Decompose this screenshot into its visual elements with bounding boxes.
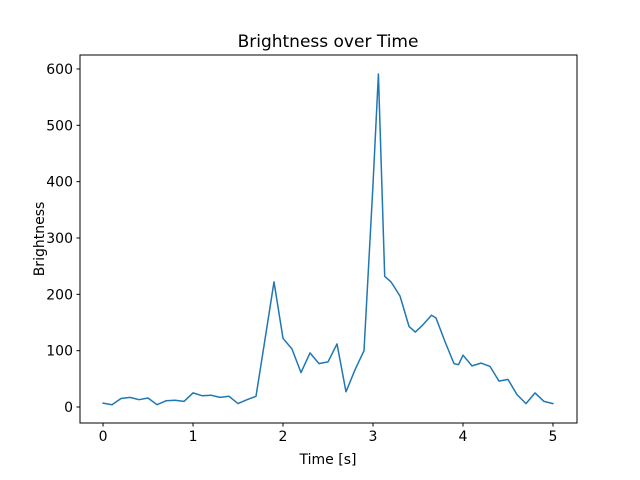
x-tick-label: 1 [189, 429, 198, 445]
plot-area [80, 55, 577, 423]
y-tick-label: 0 [64, 400, 73, 416]
y-tick-label: 100 [46, 344, 73, 360]
x-tick-label: 3 [369, 429, 378, 445]
y-tick-label: 500 [46, 118, 73, 134]
y-axis-label: Brightness [32, 202, 48, 277]
chart-title: Brightness over Time [238, 32, 419, 52]
x-tick-label: 0 [99, 429, 108, 445]
y-tick-label: 300 [46, 231, 73, 247]
y-tick-label: 200 [46, 287, 73, 303]
chart-generated-content: 0 1 2 3 4 5 0 100 200 300 400 500 600 [46, 62, 557, 445]
brightness-series-line [102, 73, 554, 406]
y-tick-label: 400 [46, 175, 73, 191]
plot-border [79, 54, 578, 424]
x-tick-label: 2 [279, 429, 288, 445]
x-tick-label: 4 [459, 429, 468, 445]
y-tick-label: 600 [46, 62, 73, 78]
x-tick-label: 5 [549, 429, 558, 445]
x-axis-label: Time [s] [299, 452, 357, 468]
